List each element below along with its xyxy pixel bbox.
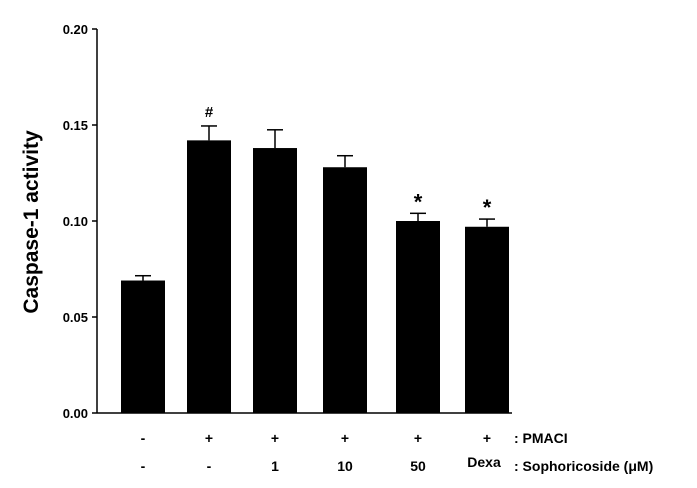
bar <box>396 221 440 413</box>
condition-value: + <box>271 430 279 446</box>
significance-star: * <box>483 195 492 220</box>
y-axis-label: Caspase-1 activity <box>20 130 43 314</box>
condition-value: + <box>341 430 349 446</box>
bar <box>323 167 367 413</box>
y-tick-label: 0.20 <box>63 22 88 37</box>
condition-value: 50 <box>410 458 426 474</box>
condition-value: 10 <box>337 458 353 474</box>
y-tick-label: 0.05 <box>63 310 88 325</box>
condition-value: + <box>414 430 422 446</box>
bars: # * * <box>121 104 509 414</box>
bar <box>465 226 509 413</box>
condition-rows: - + + + + + : PMACI - - 1 10 50 Dexa : Sophoricoside … <box>141 430 654 474</box>
condition-value: + <box>205 430 213 446</box>
significance-hash: # <box>205 104 214 121</box>
condition-value: Dexa <box>467 454 501 470</box>
bar <box>121 280 165 413</box>
condition-value: - <box>207 458 212 474</box>
bar <box>187 140 231 414</box>
condition-value: + <box>483 430 491 446</box>
significance-star: * <box>414 189 423 214</box>
condition-value: - <box>141 458 146 474</box>
y-tick-label: 0.10 <box>63 214 88 229</box>
y-tick-label: 0.15 <box>63 118 88 133</box>
condition-value: 1 <box>271 458 279 474</box>
condition-value: - <box>141 430 146 446</box>
sophoricoside-row-label: : Sophoricoside (μM) <box>514 458 653 474</box>
pmaci-row-label: : PMACI <box>514 430 568 446</box>
bar <box>253 148 297 414</box>
y-tick-label: 0.00 <box>63 406 88 421</box>
y-ticks: 0.00 0.05 0.10 0.15 0.20 <box>63 22 97 421</box>
